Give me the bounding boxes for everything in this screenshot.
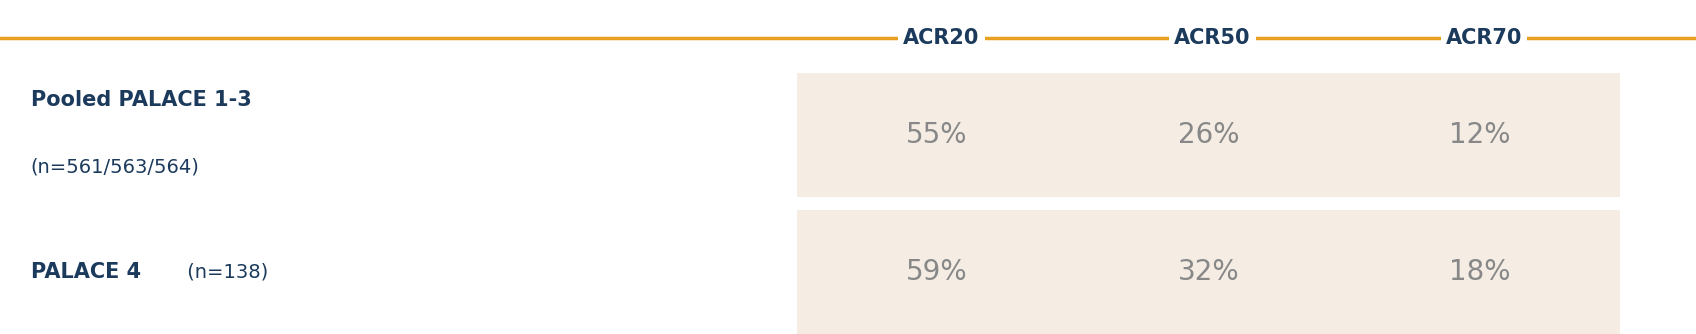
Text: 59%: 59% xyxy=(906,258,968,286)
Text: 26%: 26% xyxy=(1177,121,1240,149)
Text: Pooled PALACE 1-3: Pooled PALACE 1-3 xyxy=(31,90,251,110)
FancyBboxPatch shape xyxy=(1340,210,1620,334)
Text: 55%: 55% xyxy=(906,121,968,149)
Text: ACR70: ACR70 xyxy=(1445,28,1523,48)
FancyBboxPatch shape xyxy=(1068,210,1348,334)
Text: PALACE 4: PALACE 4 xyxy=(31,262,141,282)
Text: (n=138): (n=138) xyxy=(181,263,268,282)
Text: ACR50: ACR50 xyxy=(1174,28,1252,48)
FancyBboxPatch shape xyxy=(1068,73,1348,197)
Text: 12%: 12% xyxy=(1448,121,1511,149)
Text: ACR20: ACR20 xyxy=(902,28,980,48)
Text: 18%: 18% xyxy=(1448,258,1511,286)
FancyBboxPatch shape xyxy=(797,210,1077,334)
Text: 32%: 32% xyxy=(1177,258,1240,286)
FancyBboxPatch shape xyxy=(1340,73,1620,197)
Text: (n=561/563/564): (n=561/563/564) xyxy=(31,158,200,176)
FancyBboxPatch shape xyxy=(797,73,1077,197)
